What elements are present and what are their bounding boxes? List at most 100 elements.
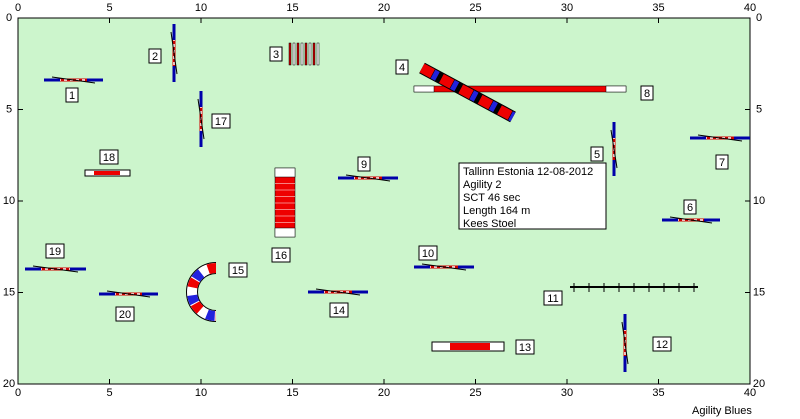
label-box (715, 154, 729, 170)
obstacle-label: 10 (422, 248, 434, 260)
jump-pole (32, 265, 79, 273)
y-tick-label: 0 (6, 12, 12, 24)
y-tick-label: 15 (3, 286, 15, 298)
weave-pole (292, 42, 296, 66)
obstacle-label: 9 (361, 159, 367, 171)
x-tick-label: 0 (15, 2, 21, 14)
x-tick-label: 15 (286, 2, 298, 14)
obstacle-label: 11 (547, 293, 558, 305)
obstacle-label: 1 (69, 90, 75, 102)
weave-pole (304, 42, 308, 66)
obstacle-label: 3 (273, 49, 279, 61)
label-box (395, 59, 409, 75)
obstacle-label: 20 (119, 309, 131, 321)
obstacle-18-core (94, 171, 120, 175)
obstacle-label: 13 (519, 342, 531, 354)
info-line: Length 164 m (463, 205, 530, 217)
weave-pole (316, 42, 320, 66)
jump-pole (345, 174, 391, 182)
obstacle-label: 4 (399, 62, 405, 74)
obstacle-label: 5 (594, 149, 600, 161)
x-tick-label: 5 (106, 2, 112, 14)
obstacle-label: 19 (49, 246, 61, 258)
a-frame-end (274, 227, 296, 238)
label-box (640, 85, 654, 101)
x-tick-label: 0 (15, 387, 21, 399)
x-tick-label: 10 (195, 387, 207, 399)
y-tick-label: 5 (756, 103, 762, 115)
x-tick-label: 25 (469, 2, 481, 14)
label-box (211, 113, 231, 129)
x-tick-label: 30 (561, 2, 573, 14)
info-line: Kees Stoel (463, 218, 516, 230)
tunnel (430, 69, 516, 122)
weave-pole (312, 42, 316, 66)
footer: Agility Blues (692, 405, 752, 417)
info-line: SCT 46 sec (463, 192, 521, 204)
a-frame (274, 167, 296, 238)
label-box (99, 149, 119, 165)
obstacle-label: 12 (656, 339, 668, 351)
x-tick-label: 15 (286, 387, 298, 399)
x-tick-label: 20 (378, 2, 390, 14)
label-box (652, 336, 672, 352)
label-box (45, 243, 65, 259)
dogwalk-end (413, 85, 435, 93)
dogwalk-end (605, 85, 627, 93)
x-tick-label: 5 (106, 387, 112, 399)
obstacle-label: 14 (333, 305, 345, 317)
x-tick-label: 30 (561, 387, 573, 399)
x-tick-label: 25 (469, 387, 481, 399)
jump-pole (315, 288, 361, 296)
weave-pole (288, 42, 292, 66)
info-line: Agility 2 (463, 179, 502, 191)
y-tick-label: 10 (3, 195, 15, 207)
x-tick-label: 10 (195, 2, 207, 14)
info-frame (458, 162, 607, 230)
jump-pole (421, 263, 467, 271)
a-frame-end (274, 167, 296, 178)
y-tick-label: 20 (3, 378, 15, 390)
label-box (357, 156, 371, 172)
obstacle-label: 2 (152, 51, 158, 63)
label-box (148, 48, 162, 64)
jump-pole (697, 134, 743, 142)
weave-pole (308, 42, 312, 66)
obstacle-label: 17 (215, 116, 227, 128)
jump-pole (610, 129, 618, 169)
x-tick-label: 40 (744, 2, 756, 14)
x-tick-label: 35 (652, 387, 664, 399)
info-line: Tallinn Estonia 12-08-2012 (463, 166, 593, 178)
jump-pole (170, 31, 178, 75)
y-tick-label: 10 (753, 195, 765, 207)
y-tick-label: 0 (756, 12, 762, 24)
label-box (543, 290, 563, 306)
field (17, 17, 751, 385)
label-box (683, 199, 697, 215)
label-box (271, 247, 291, 263)
obstacle-label: 16 (275, 250, 287, 262)
x-tick-label: 40 (744, 387, 756, 399)
label-box (65, 87, 79, 103)
label-box (590, 146, 604, 162)
jump-pole (106, 290, 151, 298)
tunnel (419, 63, 516, 122)
jump-pole (51, 76, 96, 84)
weave-pole (296, 42, 300, 66)
label-box (269, 46, 283, 62)
label-box (329, 302, 349, 318)
label-box (115, 306, 135, 322)
obstacle-label: 18 (103, 152, 115, 164)
y-tick-label: 5 (6, 103, 12, 115)
obstacle-label: 7 (719, 157, 725, 169)
label-box (228, 262, 248, 278)
jump-pole (197, 98, 205, 140)
tunnel (187, 263, 217, 321)
x-tick-label: 35 (652, 2, 664, 14)
weave-pole (300, 42, 304, 66)
obstacle-label: 8 (644, 88, 650, 100)
info-box: Tallinn Estonia 12-08-2012 Agility 2 SCT… (458, 162, 607, 230)
